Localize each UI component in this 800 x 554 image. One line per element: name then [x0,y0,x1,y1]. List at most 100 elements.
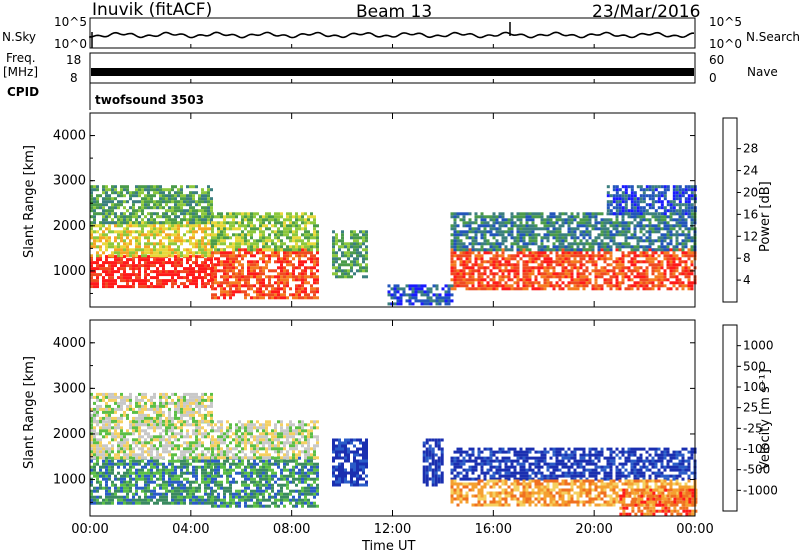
velocity-echo-cell [132,456,135,460]
power-echo-cell [126,224,129,228]
power-echo-cell [519,251,523,255]
power-echo-cell [292,269,295,273]
power-echo-cell [253,212,256,216]
power-echo-cell [277,275,280,279]
power-echo-cell [359,266,362,270]
power-echo-cell [582,257,586,261]
velocity-echo-cell [96,395,99,399]
nave-tick-top: 60 [709,53,725,67]
power-echo-cell [99,245,102,249]
power-echo-cell [576,287,580,291]
power-echo-cell [534,215,538,219]
velocity-echo-cell [204,483,207,487]
power-echo-cell [117,224,120,228]
velocity-echo-cell [156,492,159,496]
power-echo-cell [274,251,277,255]
power-echo-cell [192,245,195,249]
velocity-echo-cell [117,444,120,448]
velocity-echo-cell [99,429,102,433]
power-echo-cell [651,224,655,228]
power-echo-cell [414,296,418,300]
velocity-echo-cell [156,438,159,442]
power-echo-cell [627,278,631,282]
velocity-echo-cell [114,438,117,442]
power-echo-cell [558,287,562,291]
velocity-echo-cell [123,453,126,457]
power-echo-cell [654,194,658,198]
power-echo-cell [138,191,141,195]
power-echo-cell [567,281,571,285]
velocity-echo-cell [177,438,180,442]
power-echo-cell [277,233,280,237]
power-echo-cell [522,254,526,258]
power-echo-cell [669,272,673,276]
power-echo-cell [609,218,613,222]
power-echo-cell [681,284,685,288]
power-colorbar [722,117,741,303]
power-echo-cell [265,287,268,291]
power-echo-cell [645,281,649,285]
power-echo-cell [238,248,241,252]
power-echo-cell [648,278,652,282]
power-echo-cell [672,284,676,288]
velocity-echo-cell [102,423,105,427]
power-echo-cell [159,200,162,204]
power-echo-cell [295,227,298,231]
velocity-echo-cell [192,474,195,478]
power-echo-cell [192,282,195,286]
power-echo-cell [678,272,682,276]
power-echo-cell [645,245,649,249]
power-echo-cell [310,284,313,288]
power-echo-cell [672,257,676,261]
power-echo-cell [201,254,204,258]
power-echo-cell [286,215,289,219]
power-echo-cell [353,230,356,234]
power-echo-cell [516,233,520,237]
power-echo-cell [220,215,223,219]
power-echo-cell [477,251,481,255]
power-echo-cell [220,260,223,264]
power-echo-cell [519,212,523,216]
power-echo-cell [684,236,688,240]
power-echo-cell [516,266,520,270]
power-echo-cell [144,224,147,228]
velocity-echo-cell [204,429,207,433]
power-echo-cell [420,284,424,288]
power-echo-cell [301,272,304,276]
velocity-echo-cell [195,453,198,457]
velocity-echo-cell [111,471,114,475]
power-echo-cell [159,227,162,231]
power-echo-cell [480,224,484,228]
power-echo-cell [675,242,679,246]
power-echo-cell [459,263,463,267]
velocity-echo-cell [186,495,189,499]
power-echo-cell [304,212,307,216]
power-echo-cell [651,191,655,195]
power-echo-cell [177,224,180,228]
power-echo-cell [356,251,359,255]
power-echo-cell [651,242,655,246]
power-echo-cell [663,248,667,252]
power-echo-cell [561,257,565,261]
power-echo-cell [195,200,198,204]
power-echo-cell [168,224,171,228]
power-echo-cell [459,242,463,246]
velocity-echo-cell [135,498,138,502]
power-echo-cell [453,224,457,228]
power-echo-cell [390,296,394,300]
power-echo-cell [96,251,99,255]
power-echo-cell [618,194,622,198]
power-echo-cell [561,239,565,243]
power-echo-cell [105,285,108,289]
power-echo-cell [576,272,580,276]
power-echo-cell [639,197,643,201]
power-echo-cell [241,266,244,270]
power-echo-cell [603,230,607,234]
power-echo-cell [126,191,129,195]
velocity-echo-cell [210,423,213,427]
power-echo-cell [633,197,637,201]
power-echo-cell [183,248,186,252]
power-echo-cell [217,284,220,288]
power-echo-cell [177,191,180,195]
power-echo-cell [621,209,625,213]
